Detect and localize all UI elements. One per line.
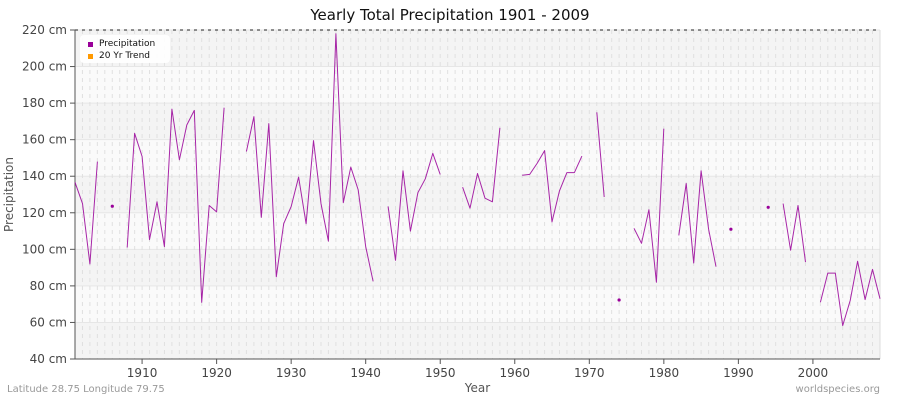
footer-source: worldspecies.org <box>795 384 880 395</box>
x-axis-title: Year <box>464 381 490 395</box>
x-tick-label: 2000 <box>798 366 829 380</box>
y-tick-label: 40 cm <box>30 352 67 366</box>
y-tick-label: 80 cm <box>30 279 67 293</box>
y-tick-label: 180 cm <box>22 96 67 110</box>
legend: Precipitation 20 Yr Trend <box>80 35 170 63</box>
precipitation-line <box>596 112 605 198</box>
data-point <box>729 227 733 231</box>
x-tick-label: 1920 <box>201 366 232 380</box>
x-tick-label: 1940 <box>350 366 381 380</box>
y-tick-label: 140 cm <box>22 169 67 183</box>
x-tick-label: 1910 <box>127 366 158 380</box>
precipitation-line <box>126 107 225 303</box>
precipitation-line <box>678 170 717 267</box>
footer-coordinates: Latitude 28.75 Longitude 79.75 <box>7 384 165 395</box>
data-point <box>617 298 621 302</box>
precipitation-line <box>782 203 806 263</box>
x-tick-label: 1960 <box>499 366 530 380</box>
legend-label: Precipitation <box>99 39 156 49</box>
y-tick-label: 60 cm <box>30 315 67 329</box>
precipitation-line <box>633 128 665 283</box>
x-tick-label: 1950 <box>425 366 456 380</box>
x-tick-label: 1970 <box>574 366 605 380</box>
precipitation-line <box>74 161 98 265</box>
x-tick-label: 1980 <box>649 366 680 380</box>
y-axis-title: Precipitation <box>2 157 16 232</box>
y-tick-label: 220 cm <box>22 23 67 37</box>
legend-label: 20 Yr Trend <box>99 51 151 61</box>
x-tick-label: 1990 <box>723 366 754 380</box>
data-point <box>766 205 770 209</box>
legend-swatch-precipitation <box>88 41 93 47</box>
legend-item-trend: 20 Yr Trend <box>88 51 150 61</box>
y-tick-label: 160 cm <box>22 133 67 147</box>
chart-title: Yearly Total Precipitation 1901 - 2009 <box>310 6 590 24</box>
y-tick-label: 200 cm <box>22 60 67 74</box>
x-tick-label: 1930 <box>276 366 307 380</box>
precipitation-line <box>819 260 881 327</box>
precipitation-line <box>522 150 583 223</box>
precipitation-line <box>245 33 374 282</box>
legend-swatch-trend <box>88 53 93 59</box>
legend-item-precipitation: Precipitation <box>88 39 155 49</box>
y-tick-label: 100 cm <box>22 242 67 256</box>
precipitation-line <box>462 127 501 209</box>
y-tick-label: 120 cm <box>22 206 67 220</box>
precipitation-line <box>387 152 441 261</box>
data-point <box>110 204 114 208</box>
